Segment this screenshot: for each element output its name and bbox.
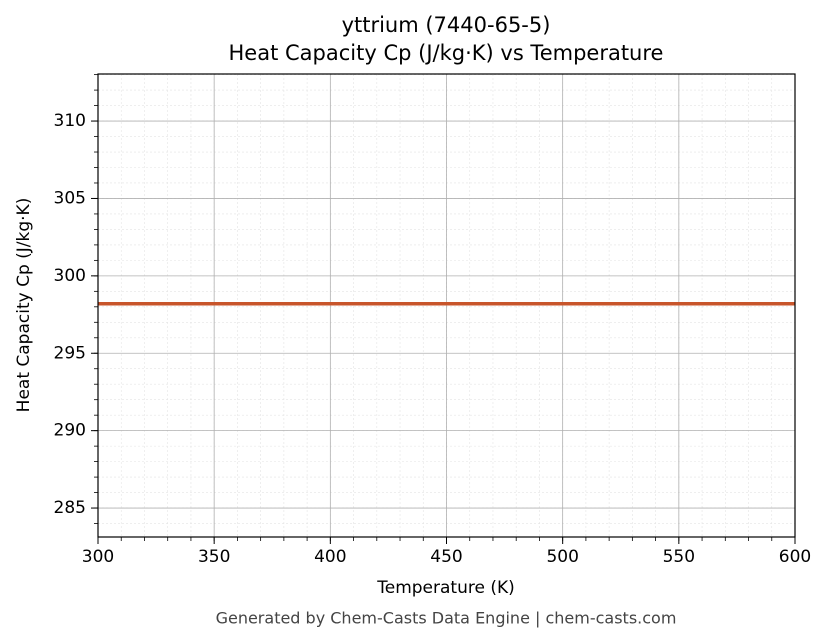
y-tick-label: 300	[54, 266, 86, 286]
x-tick-label: 450	[430, 547, 462, 567]
x-tick-label: 300	[82, 547, 114, 567]
chart-title: yttrium (7440-65-5)	[342, 13, 551, 37]
y-tick-label: 290	[54, 421, 86, 441]
y-axis-label: Heat Capacity Cp (J/kg·K)	[14, 198, 34, 413]
y-tick-label: 295	[54, 343, 86, 363]
x-tick-label: 600	[779, 547, 811, 567]
x-tick-label: 400	[314, 547, 346, 567]
plot-frame	[97, 73, 796, 538]
x-tick-label: 550	[663, 547, 695, 567]
y-tick-label: 310	[54, 111, 86, 131]
footer: Generated by Chem-Casts Data Engine | ch…	[216, 609, 677, 628]
x-axis-label: Temperature (K)	[376, 578, 515, 598]
chart-subtitle: Heat Capacity Cp (J/kg·K) vs Temperature	[229, 41, 664, 65]
y-tick-label: 305	[54, 188, 86, 208]
x-tick-label: 500	[546, 547, 578, 567]
x-tick-label: 350	[198, 547, 230, 567]
y-tick-label: 285	[54, 498, 86, 518]
